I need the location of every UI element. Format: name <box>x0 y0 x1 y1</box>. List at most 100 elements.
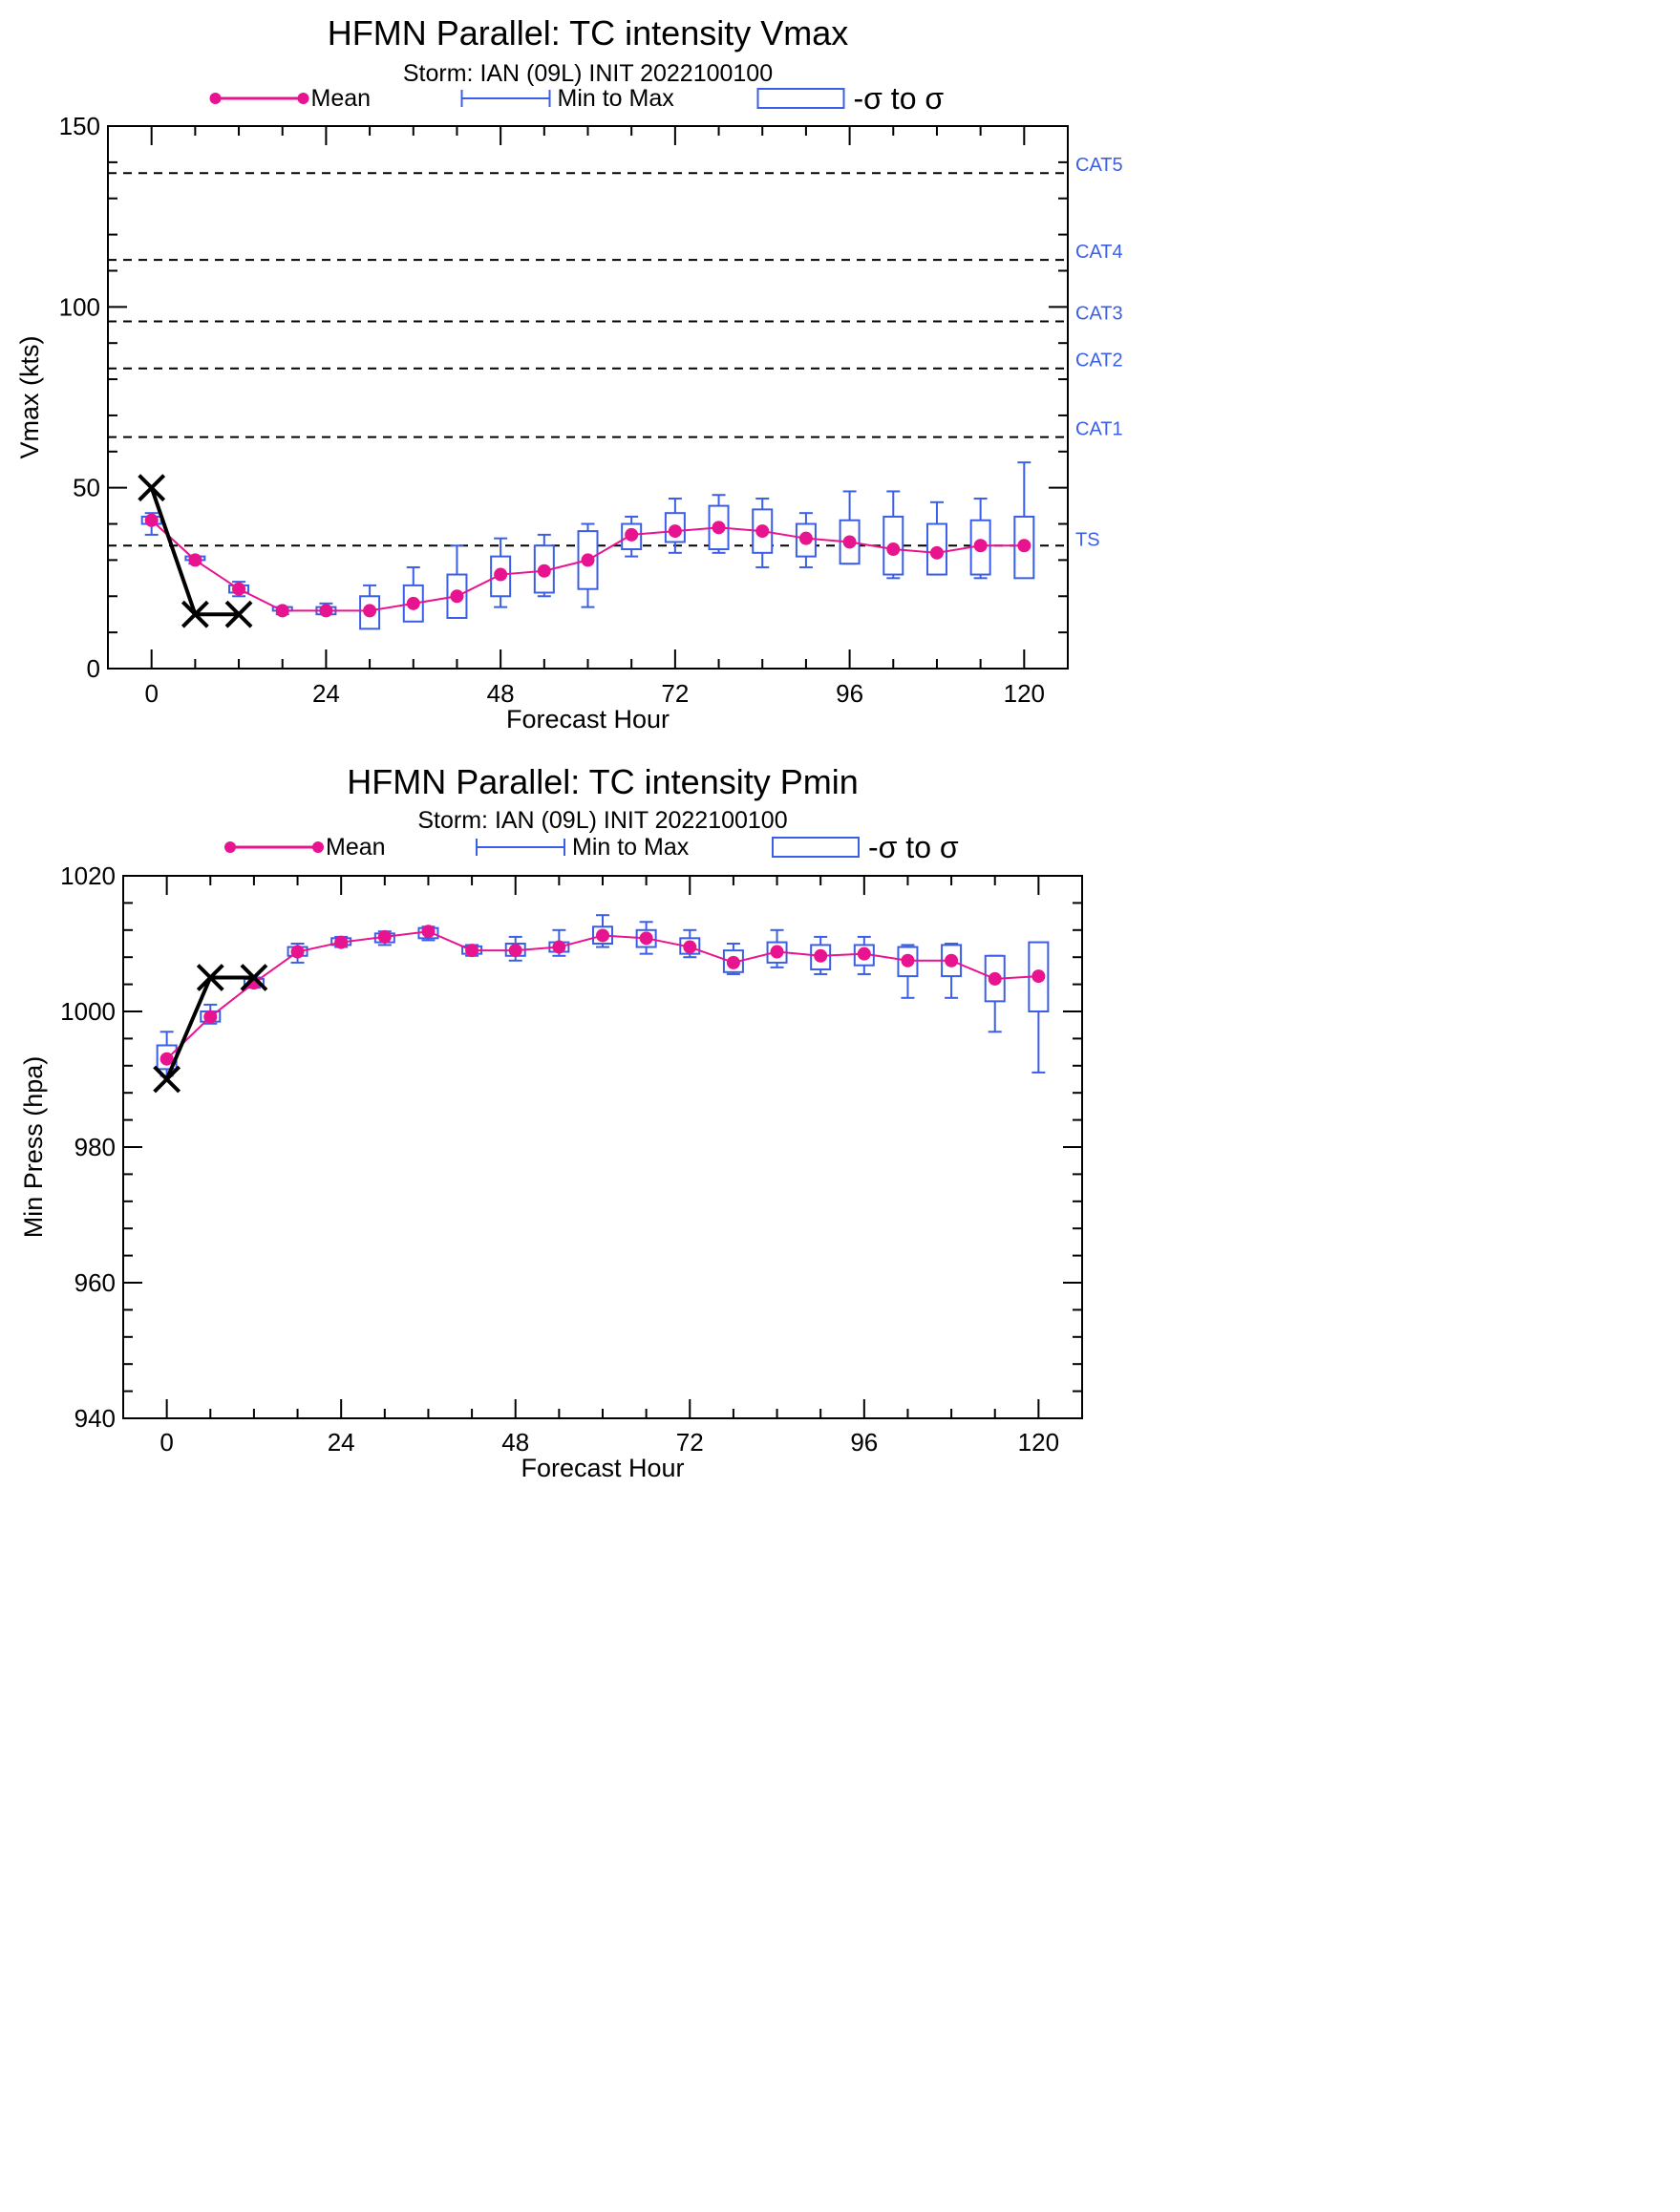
chart-subtitle: Storm: IAN (09L) INIT 2022100100 <box>417 807 787 834</box>
mean-point <box>755 524 770 539</box>
mean-point <box>188 553 202 567</box>
legend-sd-box <box>772 837 860 858</box>
mean-point <box>1031 969 1046 984</box>
mean-point <box>406 596 420 610</box>
mean-point <box>596 928 609 943</box>
y-axis-label: Vmax (kts) <box>15 335 44 458</box>
observed-x-stroke <box>196 964 224 991</box>
chart-title: HFMN Parallel: TC intensity Pmin <box>347 762 858 801</box>
chart-panel-1: HFMN Parallel: TC intensity Vmax Storm: I… <box>15 13 1123 734</box>
x-tick-label: 120 <box>1018 1428 1059 1457</box>
legend: Mean Min to Max -σ to σ <box>209 81 945 116</box>
mean-point <box>552 940 566 954</box>
mean-point <box>203 1010 218 1024</box>
chart-subtitle: Storm: IAN (09L) INIT 2022100100 <box>403 60 773 87</box>
x-tick-label: 72 <box>676 1428 704 1457</box>
observed-point <box>240 964 268 991</box>
mean-point <box>857 946 871 961</box>
mean-point <box>334 935 349 949</box>
mean-point <box>421 925 436 939</box>
mean-point <box>712 521 726 535</box>
mean-point <box>886 542 901 557</box>
observed-point <box>196 964 224 991</box>
chart-panel-2: HFMN Parallel: TC intensity Pmin Storm: I… <box>19 762 1083 1482</box>
mean-point <box>275 604 289 618</box>
mean-point <box>973 539 988 553</box>
mean-point <box>1017 539 1031 553</box>
mean-point <box>537 564 551 578</box>
mean-point <box>945 953 959 968</box>
observed-x-stroke <box>138 474 166 502</box>
observed-x-stroke <box>224 600 253 628</box>
legend-sd-label: -σ to σ <box>868 830 959 864</box>
mean-point <box>508 944 522 958</box>
mean-point <box>581 553 595 567</box>
observed-point <box>138 474 166 502</box>
mean-point <box>683 940 697 954</box>
legend-mean-marker <box>312 841 324 853</box>
mean-point <box>814 948 828 963</box>
observed-series-line <box>149 487 240 617</box>
y-tick-label: 100 <box>59 292 100 321</box>
mean-point <box>901 953 915 968</box>
plot-frame <box>122 875 1083 1419</box>
mean-point <box>770 945 784 959</box>
x-tick-label: 48 <box>501 1428 529 1457</box>
mean-point <box>842 535 857 549</box>
mean-point <box>232 582 246 596</box>
x-tick-label: 72 <box>661 679 689 708</box>
legend-mean-marker <box>224 841 236 853</box>
mean-point <box>625 527 639 542</box>
reference-label-cat2: CAT2 <box>1075 351 1123 372</box>
reference-label-ts: TS <box>1075 529 1100 550</box>
x-tick-label: 120 <box>1004 679 1045 708</box>
mean-point <box>159 1052 174 1066</box>
mean-point <box>929 545 944 560</box>
y-tick-label: 1020 <box>60 861 116 890</box>
y-axis-label: Min Press (hpa) <box>19 1056 48 1239</box>
x-tick-label: 24 <box>328 1428 355 1457</box>
mean-point <box>377 929 392 944</box>
legend-mean-label: Mean <box>326 834 386 861</box>
mean-point <box>988 971 1002 986</box>
mean-point <box>363 604 377 618</box>
y-tick-label: 960 <box>74 1268 116 1297</box>
reference-label-cat3: CAT3 <box>1075 303 1123 324</box>
x-tick-label: 96 <box>836 679 863 708</box>
reference-label-cat5: CAT5 <box>1075 155 1123 176</box>
mean-point <box>494 567 508 582</box>
mean-point <box>144 513 159 527</box>
legend-sd-box <box>756 88 845 109</box>
observed-x-stroke <box>153 1065 181 1094</box>
mean-point <box>726 955 740 969</box>
x-tick-label: 96 <box>850 1428 878 1457</box>
y-tick-label: 150 <box>59 112 100 140</box>
observed-point <box>153 1065 181 1094</box>
mean-point <box>639 931 653 946</box>
x-tick-label: 0 <box>144 679 158 708</box>
legend-range-label: Min to Max <box>558 85 675 112</box>
observed-point <box>224 600 253 628</box>
legend-mean-label: Mean <box>311 85 372 112</box>
chart-title: HFMN Parallel: TC intensity Vmax <box>328 13 848 53</box>
mean-point <box>668 524 682 539</box>
observed-point <box>181 600 209 628</box>
mean-point <box>465 944 479 958</box>
legend-mean-marker <box>209 93 222 104</box>
legend-range-label: Min to Max <box>572 834 690 861</box>
x-axis-label: Forecast Hour <box>506 705 670 734</box>
y-tick-label: 940 <box>74 1404 116 1433</box>
x-axis-label: Forecast Hour <box>521 1454 684 1482</box>
mean-point <box>319 604 333 618</box>
y-tick-label: 1000 <box>60 997 116 1026</box>
reference-label-cat4: CAT4 <box>1075 242 1123 263</box>
x-tick-label: 48 <box>487 679 515 708</box>
mean-point <box>450 589 464 604</box>
legend: Mean Min to Max -σ to σ <box>224 830 959 864</box>
y-tick-label: 980 <box>74 1133 116 1161</box>
legend-sd-label: -σ to σ <box>854 81 945 116</box>
y-tick-label: 0 <box>87 654 100 683</box>
x-tick-label: 24 <box>312 679 340 708</box>
